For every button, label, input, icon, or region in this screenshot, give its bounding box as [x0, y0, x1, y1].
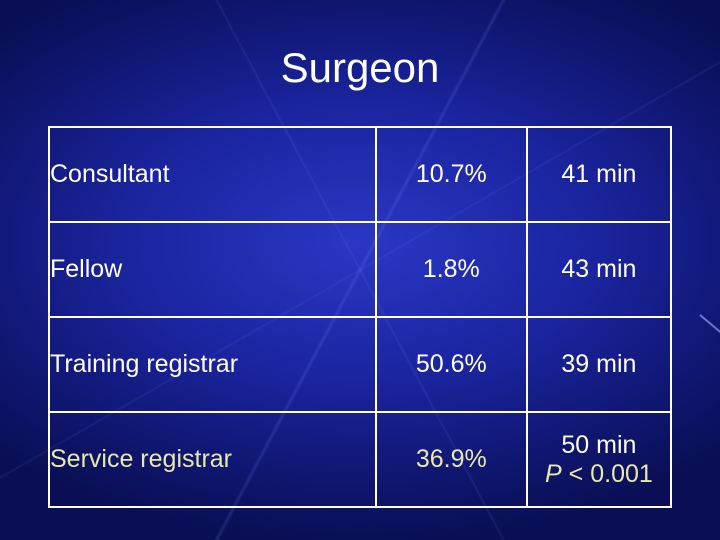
percent-cell: 1.8%: [374, 221, 528, 318]
percent-cell: 50.6%: [374, 316, 528, 413]
percent-cell: 10.7%: [374, 126, 528, 223]
time-value: 50 min: [561, 430, 637, 459]
decorative-line: [699, 314, 720, 336]
table-row: Service registrar 36.9% 50 min P < 0.001: [48, 411, 673, 508]
surgeon-table: Consultant 10.7% 41 min Fellow 1.8% 43 m…: [48, 126, 673, 508]
role-cell: Training registrar: [48, 316, 377, 413]
time-cell: 39 min: [525, 316, 673, 413]
table-row: Training registrar 50.6% 39 min: [48, 316, 673, 413]
p-symbol: P: [545, 459, 562, 488]
percent-cell: 36.9%: [374, 411, 528, 508]
slide-title: Surgeon: [280, 44, 440, 91]
table-row: Consultant 10.7% 41 min: [48, 126, 673, 223]
role-cell: Fellow: [48, 221, 377, 318]
time-cell: 41 min: [525, 126, 673, 223]
role-cell: Service registrar: [48, 411, 377, 508]
table-row: Fellow 1.8% 43 min: [48, 221, 673, 318]
p-text: < 0.001: [561, 459, 653, 488]
role-cell: Consultant: [48, 126, 377, 223]
p-value: P < 0.001: [528, 460, 670, 489]
time-cell: 50 min P < 0.001: [525, 411, 673, 508]
time-cell: 43 min: [525, 221, 673, 318]
